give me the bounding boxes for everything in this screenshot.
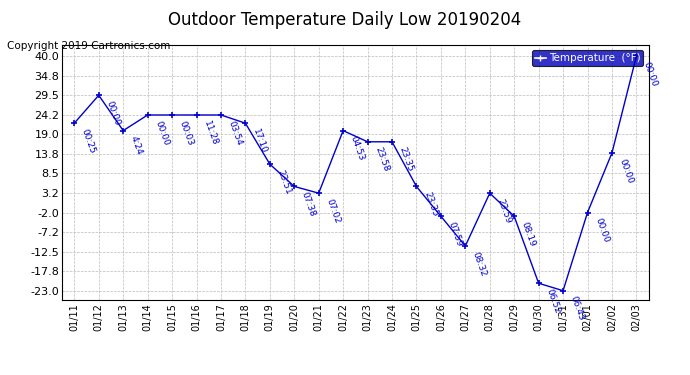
Text: 07:38: 07:38 — [300, 190, 317, 218]
Text: 23:51: 23:51 — [275, 168, 293, 196]
Text: 08:32: 08:32 — [471, 250, 488, 278]
Text: 07:02: 07:02 — [324, 197, 342, 225]
Text: 00:00: 00:00 — [642, 60, 659, 88]
Text: Outdoor Temperature Daily Low 20190204: Outdoor Temperature Daily Low 20190204 — [168, 11, 522, 29]
Text: 00:25: 00:25 — [80, 128, 97, 154]
Text: 00:03: 00:03 — [177, 119, 195, 147]
Text: 23:59: 23:59 — [495, 197, 513, 225]
Text: 06:43: 06:43 — [569, 295, 586, 322]
Text: 11:28: 11:28 — [202, 119, 219, 146]
Text: 00:00: 00:00 — [618, 157, 635, 184]
Text: 00:00: 00:00 — [593, 217, 611, 244]
Text: 04:53: 04:53 — [348, 135, 366, 162]
Text: 23:58: 23:58 — [373, 146, 391, 173]
Text: 07:59: 07:59 — [446, 220, 464, 248]
Text: 17:10: 17:10 — [251, 128, 268, 155]
Text: 03:54: 03:54 — [226, 119, 244, 146]
Text: 08:19: 08:19 — [520, 220, 537, 248]
Legend: Temperature  (°F): Temperature (°F) — [532, 50, 643, 66]
Text: 23:35: 23:35 — [397, 146, 415, 173]
Text: 23:35: 23:35 — [422, 190, 440, 218]
Text: 00:00: 00:00 — [104, 99, 121, 127]
Text: Copyright 2019 Cartronics.com: Copyright 2019 Cartronics.com — [7, 41, 170, 51]
Text: 4:24: 4:24 — [129, 135, 144, 156]
Text: 00:00: 00:00 — [153, 119, 170, 147]
Text: 06:52: 06:52 — [544, 287, 562, 315]
